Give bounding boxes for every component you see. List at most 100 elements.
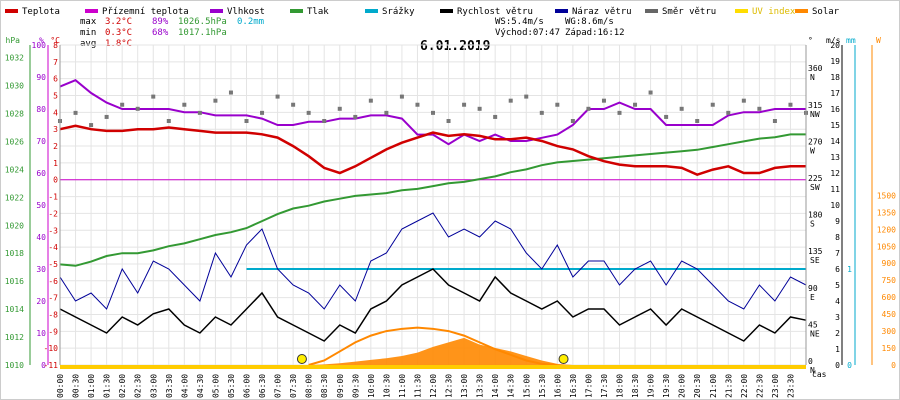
x-tick-label: 01:30 bbox=[103, 374, 112, 398]
x-tick-label: 15:30 bbox=[538, 374, 547, 398]
legend-swatch-9 bbox=[795, 9, 808, 13]
wind-dir-point bbox=[477, 106, 482, 111]
ms-unit: m/s bbox=[826, 36, 841, 45]
w-tick: 150 bbox=[882, 344, 897, 353]
w-tick: 1350 bbox=[877, 208, 896, 217]
dir-tick: SW bbox=[810, 183, 820, 192]
x-tick-label: 23:00 bbox=[771, 374, 780, 398]
dir-tick: E bbox=[810, 293, 815, 302]
ms-tick: 8 bbox=[835, 233, 840, 242]
deg-tick: 45 bbox=[808, 320, 818, 329]
legend-label-4: Srážky bbox=[382, 7, 415, 17]
wind-dir-point bbox=[275, 94, 280, 99]
ms-tick: 17 bbox=[830, 89, 840, 98]
x-tick-label: 16:30 bbox=[569, 374, 578, 398]
stat-temp-1: 0.3°C bbox=[105, 28, 132, 38]
wind-dir-point bbox=[260, 110, 265, 115]
ms-tick: 13 bbox=[830, 153, 840, 162]
pct-tick: 80 bbox=[36, 105, 46, 114]
stat-temp-0: 3.2°C bbox=[105, 17, 132, 27]
pct-tick: 20 bbox=[36, 297, 46, 306]
x-tick-label: 12:00 bbox=[429, 374, 438, 398]
legend-label-2: Vlhkost bbox=[227, 7, 265, 17]
x-tick-label: 00:30 bbox=[72, 374, 81, 398]
dir-tick: W bbox=[810, 146, 815, 155]
legend-swatch-8 bbox=[735, 9, 748, 13]
degc-tick: -10 bbox=[44, 344, 59, 353]
wind-dir-point bbox=[726, 110, 731, 115]
x-tick-label: 21:30 bbox=[724, 374, 733, 398]
x-tick-label: 04:30 bbox=[196, 374, 205, 398]
wind-dir-point bbox=[555, 102, 560, 107]
deg-tick: 0 bbox=[808, 357, 813, 366]
stat-wg: WG:8.6m/s bbox=[565, 17, 614, 27]
x-tick-label: 14:00 bbox=[491, 374, 500, 398]
degc-tick: 6 bbox=[53, 75, 58, 84]
x-tick-label: 06:00 bbox=[243, 374, 252, 398]
mm-unit: mm bbox=[846, 36, 856, 45]
x-tick-label: 08:30 bbox=[320, 374, 329, 398]
stat-label-1: min bbox=[80, 28, 96, 38]
x-tick-label: 19:30 bbox=[662, 374, 671, 398]
pct-tick: 0 bbox=[41, 361, 46, 370]
hpa-tick: 1030 bbox=[5, 82, 24, 91]
degc-tick: 5 bbox=[53, 92, 58, 101]
wind-dir-point bbox=[213, 98, 218, 103]
wind-speed-line bbox=[59, 268, 807, 342]
pct-unit: % bbox=[39, 36, 44, 45]
x-tick-label: 18:00 bbox=[616, 374, 625, 398]
wind-dir-point bbox=[710, 102, 715, 107]
wind-dir-point bbox=[337, 106, 342, 111]
ms-tick: 5 bbox=[835, 281, 840, 290]
x-tick-label: 15:00 bbox=[522, 374, 531, 398]
wind-dir-point bbox=[664, 114, 669, 119]
x-axis-label: čas bbox=[812, 369, 827, 379]
x-tick-label: 13:00 bbox=[460, 374, 469, 398]
x-tick-label: 18:30 bbox=[631, 374, 640, 398]
stat-press-0: 1026.5hPa bbox=[178, 17, 227, 27]
humidity-line bbox=[59, 79, 806, 146]
x-tick-label: 17:30 bbox=[600, 374, 609, 398]
legend-swatch-4 bbox=[365, 9, 378, 13]
deg-tick: 225 bbox=[808, 174, 823, 183]
wind-dir-point bbox=[415, 102, 420, 107]
x-tick-label: 02:30 bbox=[134, 374, 143, 398]
wind-dir-point bbox=[772, 119, 777, 123]
pct-tick: 50 bbox=[36, 201, 46, 210]
dir-tick: N bbox=[810, 366, 815, 375]
hpa-tick: 1022 bbox=[5, 193, 24, 202]
degc-unit: °C bbox=[50, 36, 60, 45]
ms-tick: 4 bbox=[835, 297, 840, 306]
pct-tick: 90 bbox=[36, 73, 46, 82]
ms-tick: 10 bbox=[830, 201, 840, 210]
wind-dir-point bbox=[353, 114, 358, 119]
dir-tick: N bbox=[810, 73, 815, 82]
uv-marker-1 bbox=[558, 354, 569, 364]
wind-dir-point bbox=[291, 102, 296, 107]
dir-tick: SE bbox=[810, 256, 820, 265]
wind-dir-point bbox=[104, 114, 109, 119]
ms-tick: 6 bbox=[835, 265, 840, 274]
hpa-tick: 1010 bbox=[5, 361, 24, 370]
wind-dir-point bbox=[322, 119, 327, 123]
solar-area bbox=[60, 337, 806, 365]
wind-dir-point bbox=[89, 123, 94, 128]
wind-dir-point bbox=[741, 98, 746, 103]
w-tick: 750 bbox=[882, 276, 897, 285]
x-tick-label: 12:30 bbox=[445, 374, 454, 398]
dir-tick: NW bbox=[810, 110, 820, 119]
w-tick: 0 bbox=[891, 361, 896, 370]
wind-dir-point bbox=[182, 102, 187, 107]
x-tick-label: 05:00 bbox=[211, 374, 220, 398]
temperature-line bbox=[59, 124, 806, 177]
wind-dir-point bbox=[508, 98, 513, 103]
degc-tick: 8 bbox=[53, 41, 58, 50]
w-tick: 450 bbox=[882, 310, 897, 319]
degc-tick: 0 bbox=[53, 176, 58, 185]
wind-dir-point bbox=[648, 90, 653, 95]
wind-dir-point bbox=[135, 106, 140, 111]
x-tick-label: 10:30 bbox=[382, 374, 391, 398]
x-tick-label: 02:00 bbox=[118, 374, 127, 398]
